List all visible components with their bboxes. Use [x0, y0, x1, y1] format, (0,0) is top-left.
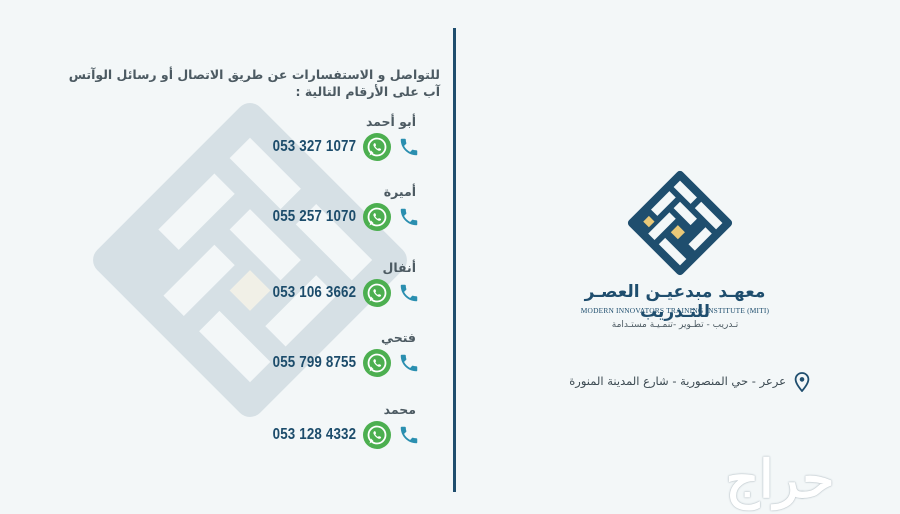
haraj-watermark: حراج: [660, 452, 900, 508]
contact-card: أميرة 055 257 1070: [270, 184, 430, 234]
contact-name: فتحي: [381, 330, 416, 345]
contact-card: أنفال 053 106 3662: [270, 260, 430, 310]
institute-name-arabic: معهـد مبدعيـن العصـر للتـدريب: [584, 282, 766, 322]
institute-tagline: تـدريب - تطـوير -تنمـيـة مستـدامة: [611, 320, 739, 330]
whatsapp-icon[interactable]: [362, 348, 392, 378]
phone-icon[interactable]: [398, 136, 420, 158]
contact-card: محمد 053 128 4332: [270, 402, 430, 452]
address-line: عرعر - حي المنصورية - شارع المدينة المنو…: [560, 372, 810, 392]
phone-icon[interactable]: [398, 206, 420, 228]
contact-name: أميرة: [383, 184, 416, 199]
contact-phone-number[interactable]: 053 128 4332: [272, 426, 356, 443]
haraj-watermark-text: حراج: [725, 449, 835, 510]
whatsapp-icon[interactable]: [362, 202, 392, 232]
whatsapp-icon[interactable]: [362, 420, 392, 450]
phone-icon[interactable]: [398, 352, 420, 374]
contact-name: أبو أحمد: [365, 114, 416, 129]
contact-phone-number[interactable]: 053 327 1077: [272, 138, 356, 155]
institute-logo: [627, 170, 733, 276]
contact-name: محمد: [383, 402, 416, 417]
address-text: عرعر - حي المنصورية - شارع المدينة المنو…: [569, 374, 786, 388]
contact-phone-number[interactable]: 055 799 8755: [272, 354, 356, 371]
contact-phone-number[interactable]: 055 257 1070: [272, 208, 356, 225]
vertical-divider: [453, 28, 456, 492]
contact-card: فتحي 055 799 8755: [270, 330, 430, 380]
location-pin-icon: [794, 372, 810, 392]
phone-icon[interactable]: [398, 282, 420, 304]
institute-name-english: MODERN INNOVATORS TRAINING INSTITUTE (MI…: [580, 306, 770, 315]
contact-name: أنفال: [382, 260, 416, 275]
background-logo-watermark: [93, 103, 407, 417]
contact-card: أبو أحمد 053 327 1077: [270, 114, 430, 164]
contact-intro-text: للتواصل و الاستفسارات عن طريق الاتصال أو…: [68, 67, 440, 99]
phone-icon[interactable]: [398, 424, 420, 446]
whatsapp-icon[interactable]: [362, 278, 392, 308]
whatsapp-icon[interactable]: [362, 132, 392, 162]
contact-phone-number[interactable]: 053 106 3662: [272, 284, 356, 301]
